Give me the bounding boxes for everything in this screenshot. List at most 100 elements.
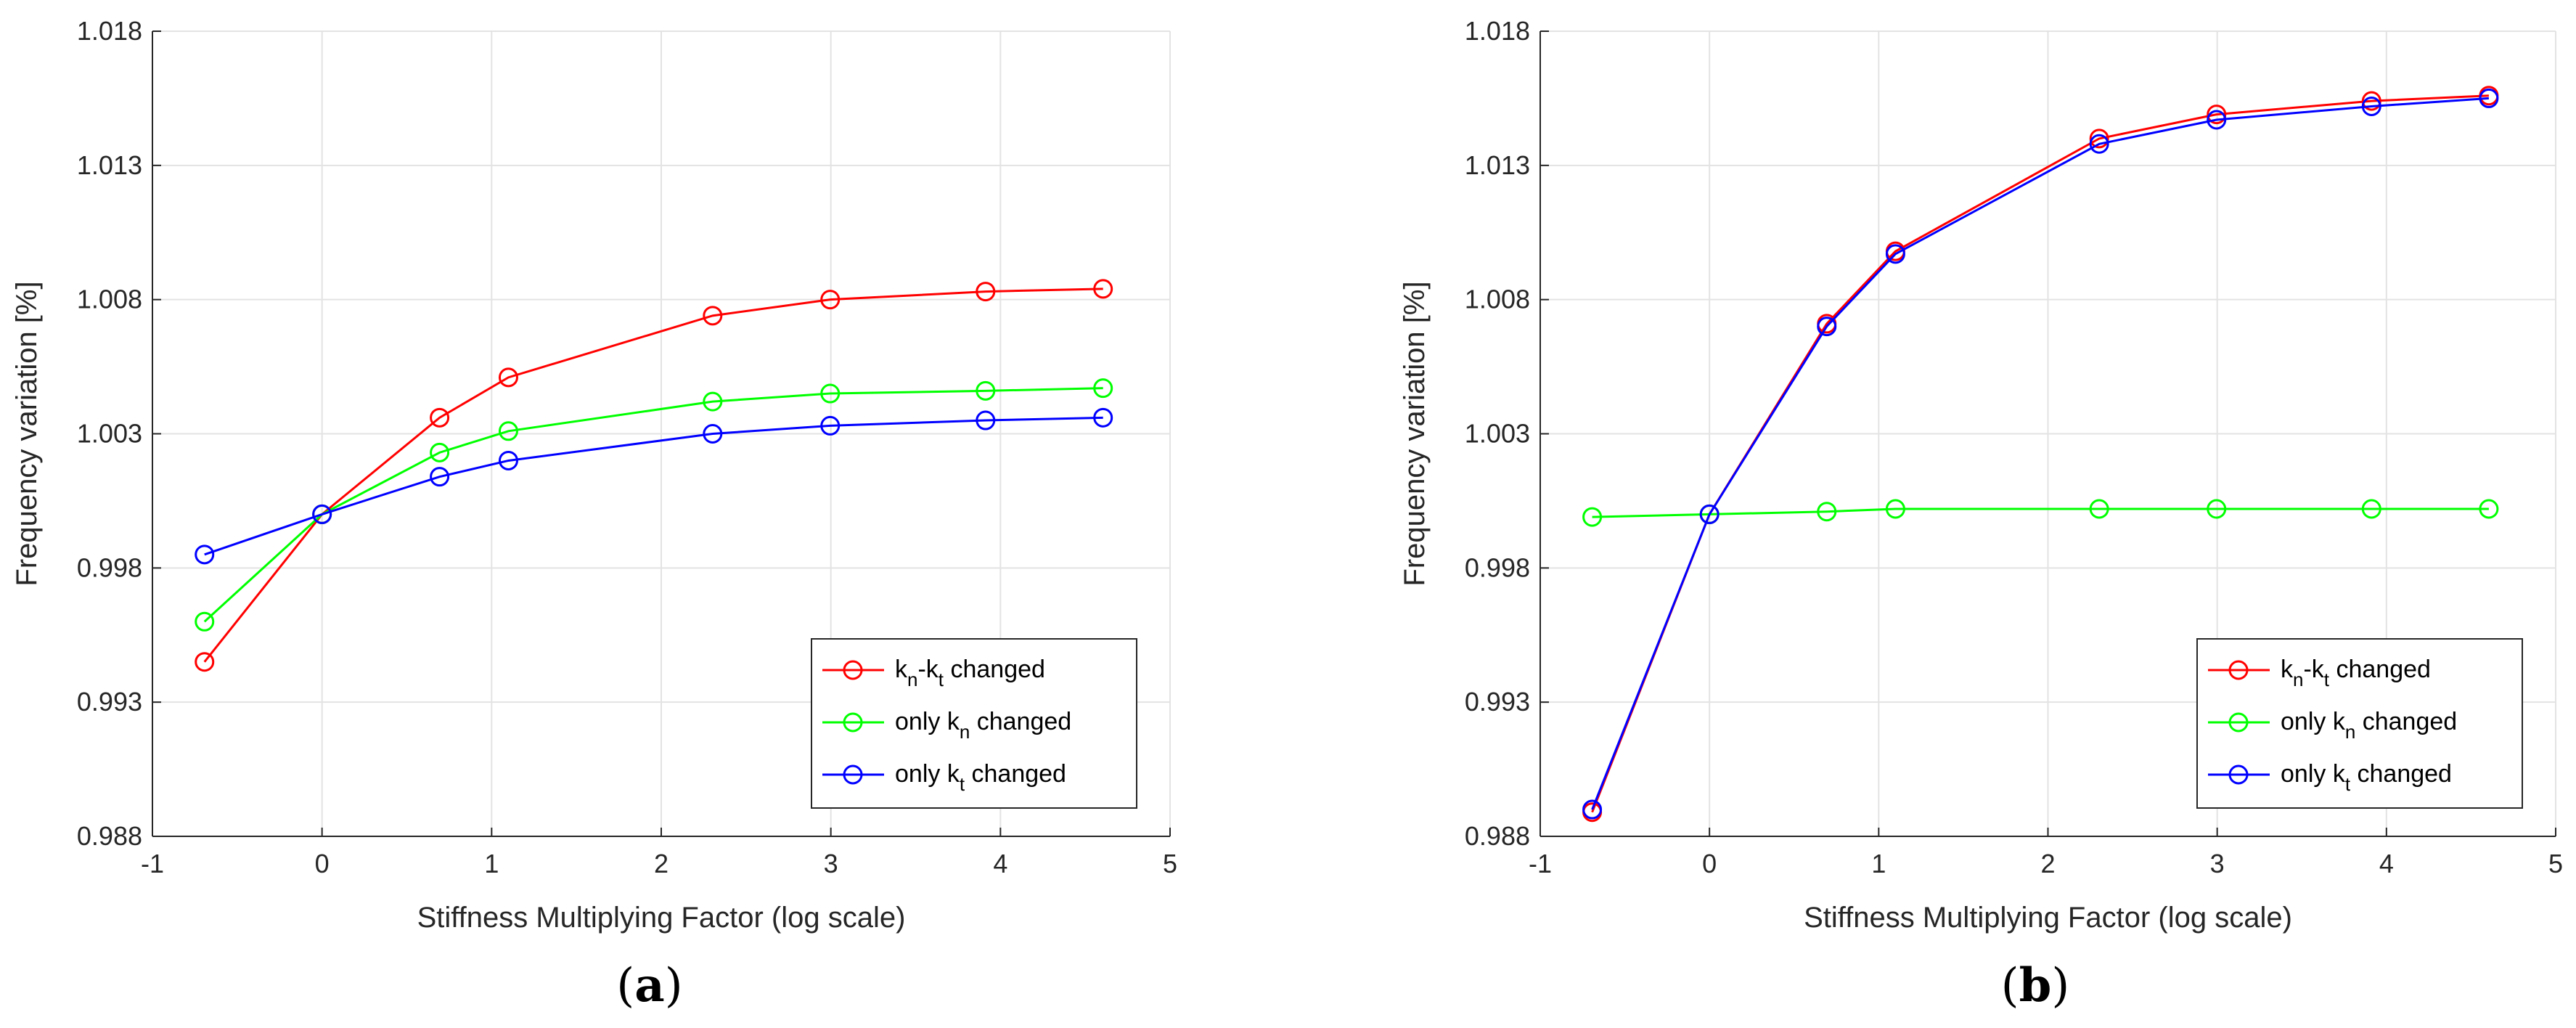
y-tick-label: 1.018 xyxy=(1465,16,1530,46)
data-point xyxy=(430,467,450,487)
x-tick-label: -1 xyxy=(1529,849,1552,878)
x-tick-label: 4 xyxy=(2379,849,2394,878)
legend-entry: only kn changed xyxy=(2281,708,2457,743)
data-point xyxy=(2207,110,2227,130)
legend-entry: only kt changed xyxy=(2281,760,2452,795)
panel-label-a-letter: a xyxy=(634,958,665,1013)
data-point xyxy=(703,424,723,444)
y-axis-label: Frequency variation [%] xyxy=(11,281,43,586)
panel-label-b: (b) xyxy=(1890,958,2180,1013)
data-point xyxy=(498,421,518,441)
data-point xyxy=(2207,105,2227,125)
legend-entry: only kn changed xyxy=(895,708,1071,743)
legend: kn-kt changed only kn changed only kt chan… xyxy=(811,638,1137,809)
y-tick-label: 1.003 xyxy=(77,419,142,449)
y-tick-label: 1.018 xyxy=(77,16,142,46)
data-point xyxy=(2361,499,2381,519)
chart-a: -1 0 1 2 3 4 5 0.988 0.993 0.998 1.003 1.008 1.013 1.… xyxy=(11,16,1177,934)
x-tick-label: 0 xyxy=(315,849,330,878)
data-point xyxy=(2361,97,2381,117)
y-tick-label: 0.988 xyxy=(77,821,142,851)
y-tick-label: 1.003 xyxy=(1465,419,1530,449)
legend-swatch-marker xyxy=(2228,660,2249,680)
data-point xyxy=(1093,279,1113,299)
y-tick-label: 0.993 xyxy=(1465,687,1530,717)
x-axis-label: Stiffness Multiplying Factor (log scale) xyxy=(417,902,906,934)
data-point xyxy=(703,391,723,412)
panel-label-a-close: ) xyxy=(664,959,683,1013)
x-tick-label: 2 xyxy=(654,849,668,878)
data-point xyxy=(2479,88,2499,108)
legend: kn-kt changed only kn changed only kt chan… xyxy=(2196,638,2523,809)
data-point xyxy=(2479,499,2499,519)
data-point xyxy=(820,290,841,310)
legend-swatch-marker xyxy=(843,764,863,785)
x-tick-label: 3 xyxy=(2210,849,2225,878)
data-point xyxy=(498,450,518,470)
data-point xyxy=(976,410,996,431)
data-point xyxy=(820,415,841,436)
data-point xyxy=(195,544,215,565)
data-point xyxy=(2207,499,2227,519)
legend-swatch-marker xyxy=(2228,764,2249,785)
y-axis-label: Frequency variation [%] xyxy=(1399,281,1431,586)
y-tick-label: 0.998 xyxy=(77,552,142,582)
legend-entry: kn-kt changed xyxy=(895,656,1045,690)
data-point xyxy=(1699,504,1720,524)
x-tick-label: 5 xyxy=(1163,849,1177,878)
series-line xyxy=(1591,97,2490,810)
y-tick-label: 0.993 xyxy=(77,687,142,717)
y-tick-label: 0.988 xyxy=(1465,821,1530,851)
data-point xyxy=(195,611,215,632)
data-point xyxy=(430,442,450,462)
panel-label-b-letter: b xyxy=(2019,958,2052,1013)
data-point xyxy=(498,367,518,388)
x-tick-label: 5 xyxy=(2548,849,2563,878)
data-point xyxy=(1582,507,1603,527)
legend-swatch-marker xyxy=(2228,712,2249,733)
data-point xyxy=(820,383,841,404)
x-tick-label: 4 xyxy=(993,849,1007,878)
panel-label-b-open: ( xyxy=(2000,959,2019,1013)
y-tick-label: 1.008 xyxy=(77,285,142,314)
data-point xyxy=(1093,407,1113,428)
data-point xyxy=(430,407,450,428)
data-point xyxy=(1885,244,1905,264)
data-point xyxy=(1093,378,1113,399)
data-point xyxy=(976,282,996,302)
legend-swatch-marker xyxy=(843,712,863,733)
panel-label-b-close: ) xyxy=(2051,959,2070,1013)
x-tick-label: -1 xyxy=(141,849,164,878)
y-tick-label: 1.013 xyxy=(1465,150,1530,180)
series-line xyxy=(203,287,1103,663)
data-point xyxy=(703,306,723,326)
legend-entry: only kt changed xyxy=(895,760,1066,795)
x-tick-label: 1 xyxy=(484,849,499,878)
x-tick-label: 3 xyxy=(824,849,838,878)
x-axis-label: Stiffness Multiplying Factor (log scale) xyxy=(1804,902,2292,934)
data-point xyxy=(1817,317,1837,337)
panel-label-a-open: ( xyxy=(616,959,635,1013)
y-tick-label: 1.013 xyxy=(77,150,142,180)
legend-swatch-marker xyxy=(843,660,863,680)
data-point xyxy=(1582,799,1603,820)
chart-b: -1 0 1 2 3 4 5 0.988 0.993 0.998 1.003 1.008 1.013 1.… xyxy=(1399,16,2563,934)
data-point xyxy=(2089,128,2109,149)
series-line xyxy=(203,387,1103,623)
legend-entry: kn-kt changed xyxy=(2281,656,2431,690)
x-tick-label: 2 xyxy=(2040,849,2055,878)
data-point xyxy=(195,652,215,672)
data-point xyxy=(1885,499,1905,519)
data-point xyxy=(312,504,332,524)
x-tick-label: 0 xyxy=(1702,849,1717,878)
y-tick-label: 1.008 xyxy=(1465,285,1530,314)
y-tick-label: 0.998 xyxy=(1465,552,1530,582)
data-point xyxy=(976,380,996,401)
x-tick-label: 1 xyxy=(1871,849,1886,878)
data-point xyxy=(2089,499,2109,519)
data-point xyxy=(2361,91,2381,111)
series-line xyxy=(204,416,1103,556)
data-point xyxy=(1817,502,1837,522)
series-line xyxy=(1592,507,2489,518)
